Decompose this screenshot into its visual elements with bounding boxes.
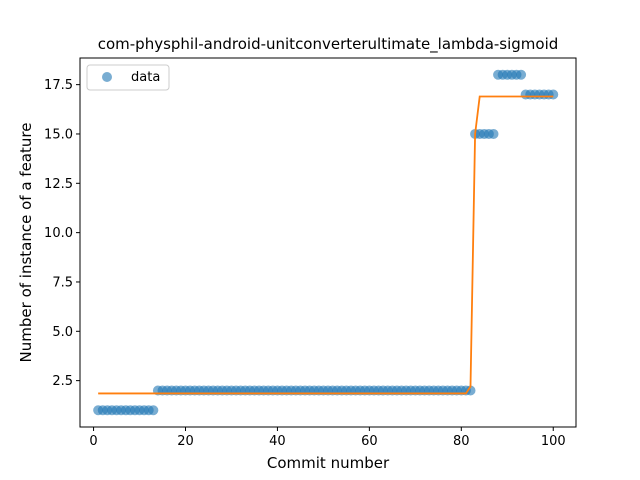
legend-marker-data bbox=[102, 72, 112, 82]
plot-frame bbox=[79, 57, 577, 428]
data-point bbox=[148, 405, 159, 416]
y-tick-label: 17.5 bbox=[44, 78, 73, 93]
y-tick-label: 7.5 bbox=[52, 275, 73, 290]
y-tick-label: 10.0 bbox=[44, 226, 73, 241]
x-axis-label: Commit number bbox=[267, 454, 390, 472]
y-tick-label: 12.5 bbox=[44, 177, 73, 192]
chart-title: com-physphil-android-unitconverterultima… bbox=[98, 35, 559, 54]
legend: data bbox=[86, 64, 170, 91]
x-tick-label: 60 bbox=[361, 434, 378, 449]
y-axis-label: Number of instance of a feature bbox=[17, 123, 35, 363]
x-tick-label: 0 bbox=[89, 434, 97, 449]
data-point bbox=[516, 69, 527, 80]
y-tick-label: 2.5 bbox=[52, 374, 73, 389]
y-tick-label: 15.0 bbox=[44, 127, 73, 142]
data-point bbox=[548, 89, 559, 100]
legend-label-data: data bbox=[131, 70, 160, 85]
x-tick-label: 20 bbox=[177, 434, 194, 449]
x-tick-label: 40 bbox=[269, 434, 286, 449]
x-tick-label: 80 bbox=[453, 434, 470, 449]
legend-box bbox=[86, 64, 170, 91]
y-tick-label: 5.0 bbox=[52, 325, 73, 340]
data-point bbox=[465, 385, 476, 396]
data-point bbox=[488, 128, 499, 139]
fit-line bbox=[98, 95, 554, 395]
x-tick-label: 100 bbox=[541, 434, 566, 449]
